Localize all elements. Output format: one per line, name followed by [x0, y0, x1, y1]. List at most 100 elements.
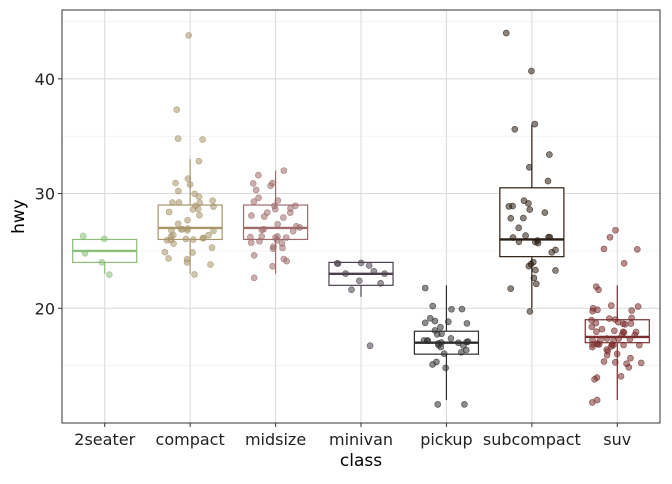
data-point	[606, 233, 614, 241]
data-point	[511, 125, 519, 133]
data-point	[283, 257, 290, 265]
data-point	[252, 186, 260, 194]
data-point	[269, 262, 276, 270]
data-point	[165, 255, 172, 262]
box-layer	[72, 124, 650, 401]
data-point	[357, 259, 365, 267]
data-point	[424, 337, 431, 344]
data-point	[348, 286, 355, 294]
data-point	[260, 225, 267, 233]
data-point	[249, 180, 257, 187]
data-point	[548, 249, 556, 256]
data-point	[269, 179, 276, 187]
data-point	[247, 233, 254, 241]
data-point	[186, 181, 194, 188]
data-point	[610, 337, 617, 345]
data-point	[507, 214, 515, 222]
data-point	[168, 227, 175, 234]
data-point	[370, 267, 378, 275]
data-point	[628, 314, 635, 322]
data-point	[600, 245, 608, 253]
data-point	[356, 277, 363, 285]
data-point	[174, 135, 182, 142]
data-point	[247, 239, 255, 246]
data-point	[169, 199, 176, 206]
data-point	[279, 244, 286, 252]
data-point	[199, 234, 207, 242]
data-point	[377, 279, 384, 287]
data-point	[184, 225, 191, 232]
data-point	[531, 120, 539, 128]
x-tick-label: compact	[156, 430, 225, 449]
data-point	[532, 280, 540, 288]
data-point	[600, 358, 608, 365]
data-point	[593, 328, 600, 336]
data-point	[520, 214, 527, 222]
data-point	[280, 214, 287, 221]
data-point	[593, 374, 601, 381]
data-point	[464, 338, 472, 345]
data-point	[208, 244, 216, 251]
data-point	[189, 236, 197, 243]
data-point	[172, 179, 179, 187]
x-tick-label: minivan	[329, 430, 393, 449]
data-point	[612, 226, 619, 234]
data-point	[255, 194, 262, 202]
data-point	[429, 302, 437, 310]
data-point	[525, 200, 532, 207]
data-point	[625, 363, 633, 371]
data-point	[463, 320, 471, 327]
data-point	[429, 361, 436, 368]
data-point	[365, 262, 373, 269]
data-point	[445, 318, 452, 326]
data-point	[505, 203, 513, 210]
data-point	[528, 67, 535, 75]
data-point	[621, 320, 629, 328]
data-point	[440, 350, 448, 357]
data-point	[199, 136, 206, 143]
data-point	[196, 211, 203, 219]
data-point	[458, 305, 466, 313]
data-point	[634, 246, 641, 253]
x-axis-title: class	[340, 451, 382, 471]
data-point	[79, 232, 87, 240]
x-tick-label: subcompact	[483, 430, 581, 449]
y-axis-title: hwy	[9, 199, 29, 234]
data-point	[161, 248, 169, 256]
data-point	[611, 327, 618, 335]
data-point	[196, 199, 203, 207]
data-point	[81, 249, 89, 257]
data-point	[613, 350, 621, 358]
data-point	[255, 171, 262, 179]
data-point	[614, 318, 622, 326]
data-point	[544, 177, 552, 185]
data-point	[636, 341, 643, 349]
data-point	[597, 336, 604, 344]
data-point	[100, 235, 108, 243]
data-point	[607, 343, 615, 350]
data-point	[342, 270, 349, 277]
data-point	[461, 401, 468, 408]
data-point	[437, 323, 444, 331]
data-point	[207, 261, 214, 268]
data-point	[282, 234, 290, 241]
data-point	[448, 305, 455, 313]
data-point	[589, 307, 596, 315]
data-point	[442, 364, 449, 372]
data-point	[603, 346, 611, 353]
box-iqr	[499, 187, 565, 258]
data-point	[532, 266, 539, 274]
data-point	[174, 220, 182, 228]
data-point	[507, 285, 514, 292]
data-point	[611, 358, 619, 366]
data-point	[435, 341, 442, 349]
data-point	[603, 351, 611, 359]
data-point	[421, 284, 429, 292]
data-point	[185, 32, 192, 39]
data-point	[183, 255, 191, 263]
data-point	[271, 202, 278, 210]
data-point	[167, 233, 175, 241]
data-point	[272, 234, 279, 241]
data-point	[270, 243, 277, 250]
